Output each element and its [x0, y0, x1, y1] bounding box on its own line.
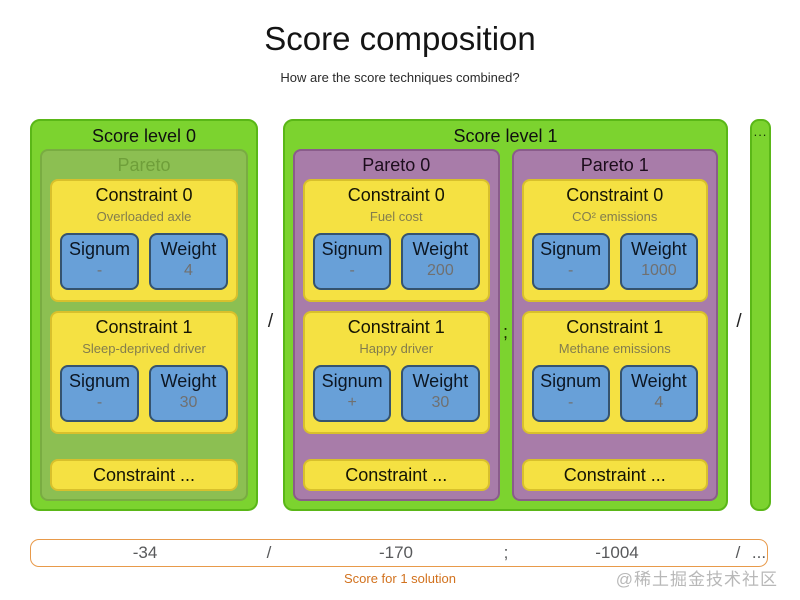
signum-label: Signum	[540, 371, 602, 391]
weight-label: Weight	[160, 239, 217, 259]
score-level-0-body: Pareto Constraint 0 Overloaded axle Sign…	[32, 149, 256, 509]
weight-value: 200	[427, 262, 454, 279]
constraint-box: Constraint 1 Sleep-deprived driver Signu…	[50, 311, 238, 434]
signum-value: -	[96, 262, 103, 279]
pareto-ghost-label: Pareto	[117, 155, 171, 175]
weight-box: Weight 4	[619, 365, 698, 422]
signum-value: +	[347, 394, 357, 411]
pareto-1-box: Pareto 1 Constraint 0 CO² emissions Sign…	[511, 149, 718, 501]
weight-label: Weight	[631, 371, 687, 391]
level0-score: -34	[132, 543, 158, 562]
watermark: @稀土掘金技术社区	[615, 570, 778, 589]
weight-box: Weight 1000	[619, 233, 698, 290]
page-title: Score composition	[264, 20, 536, 57]
constraint-title: Constraint 0	[566, 185, 664, 205]
score-result-bar: -34 / -170 ; -1004 / ...	[30, 539, 768, 567]
score-ellipsis: ...	[751, 543, 767, 562]
signum-box: Signum +	[313, 365, 392, 422]
constraint-description: Methane emissions	[558, 341, 671, 356]
constraint-more-box: Constraint ...	[303, 459, 490, 491]
signum-weight-row: Signum - Weight 4	[531, 365, 700, 422]
score-composition-diagram: Score level 0 Pareto Constraint 0 Overlo…	[30, 119, 771, 511]
pareto0-score: -170	[378, 543, 414, 562]
weight-value: 30	[431, 394, 450, 411]
constraint-description: Happy driver	[359, 341, 434, 356]
signum-box: Signum -	[60, 365, 139, 422]
pareto-1-label: Pareto 1	[580, 155, 649, 175]
constraint-description: Sleep-deprived driver	[82, 341, 206, 356]
pareto-ghost-box: Pareto Constraint 0 Overloaded axle Sign…	[40, 149, 248, 501]
signum-label: Signum	[321, 371, 383, 391]
score-level-1-body: Pareto 0 Constraint 0 Fuel cost Signum -…	[285, 149, 726, 509]
score-bar-caption: Score for 1 solution	[343, 571, 456, 586]
constraint-title: Constraint 0	[347, 185, 445, 205]
signum-value: -	[96, 394, 103, 411]
signum-weight-row: Signum - Weight 200	[312, 233, 481, 290]
weight-label: Weight	[160, 371, 217, 391]
signum-label: Signum	[321, 239, 383, 259]
signum-weight-row: Signum - Weight 30	[59, 365, 229, 422]
score-level-0-box: Score level 0 Pareto Constraint 0 Overlo…	[30, 119, 258, 511]
constraint-description: Fuel cost	[369, 209, 423, 224]
weight-value: 4	[654, 394, 664, 411]
signum-weight-row: Signum - Weight 4	[59, 233, 229, 290]
weight-box: Weight 30	[401, 365, 480, 422]
score-level-1-box: Score level 1 Pareto 0 Constraint 0 Fuel…	[283, 119, 728, 511]
signum-weight-row: Signum - Weight 1000	[531, 233, 700, 290]
constraint-box: Constraint 0 Overloaded axle Signum - We…	[50, 179, 238, 302]
signum-value: -	[567, 262, 574, 279]
pareto-0-box: Pareto 0 Constraint 0 Fuel cost Signum -…	[293, 149, 500, 501]
separator-between-paretos: ;	[502, 321, 508, 342]
weight-label: Weight	[412, 371, 469, 391]
constraint-box: Constraint 1 Methane emissions Signum - …	[521, 311, 708, 434]
weight-box: Weight 30	[149, 365, 228, 422]
weight-box: Weight 200	[401, 233, 480, 290]
signum-value: -	[349, 262, 355, 279]
score-separator: /	[735, 543, 741, 562]
weight-value: 30	[179, 394, 198, 411]
signum-label: Signum	[68, 239, 131, 259]
signum-weight-row: Signum + Weight 30	[312, 365, 481, 422]
score-level-0-label: Score level 0	[91, 126, 197, 146]
weight-label: Weight	[412, 239, 469, 259]
signum-box: Signum -	[60, 233, 139, 290]
more-score-levels-box: ...	[750, 119, 771, 511]
score-separator: /	[266, 543, 272, 562]
constraint-box: Constraint 0 Fuel cost Signum - Weight 2…	[303, 179, 490, 302]
signum-box: Signum -	[313, 233, 392, 290]
constraint-box: Constraint 0 CO² emissions Signum - Weig…	[521, 179, 708, 302]
page-subtitle: How are the score techniques combined?	[280, 70, 520, 85]
separator-after-level1: /	[736, 311, 742, 332]
score-level-1-label: Score level 1	[453, 126, 558, 146]
weight-box: Weight 4	[149, 233, 228, 290]
constraint-description: Overloaded axle	[96, 209, 192, 224]
constraint-title: Constraint 1	[566, 317, 664, 337]
signum-box: Signum -	[531, 233, 610, 290]
constraint-title: Constraint 1	[347, 317, 445, 337]
pareto1-score: -1004	[595, 543, 639, 562]
pareto-0-label: Pareto 0	[362, 155, 431, 175]
weight-label: Weight	[631, 239, 687, 259]
score-separator: ;	[503, 543, 509, 562]
signum-box: Signum -	[531, 365, 610, 422]
weight-value: 4	[184, 262, 193, 279]
signum-value: -	[567, 394, 574, 411]
constraint-more-box: Constraint ...	[50, 459, 238, 491]
signum-label: Signum	[68, 371, 131, 391]
signum-label: Signum	[540, 239, 602, 259]
weight-value: 1000	[641, 262, 677, 279]
constraint-box: Constraint 1 Happy driver Signum + Weigh…	[303, 311, 490, 434]
separator-after-level0: /	[267, 311, 274, 332]
constraint-title: Constraint 1	[95, 317, 193, 337]
constraint-title: Constraint 0	[95, 185, 193, 205]
constraint-more-box: Constraint ...	[521, 459, 708, 491]
constraint-description: CO² emissions	[572, 209, 658, 224]
